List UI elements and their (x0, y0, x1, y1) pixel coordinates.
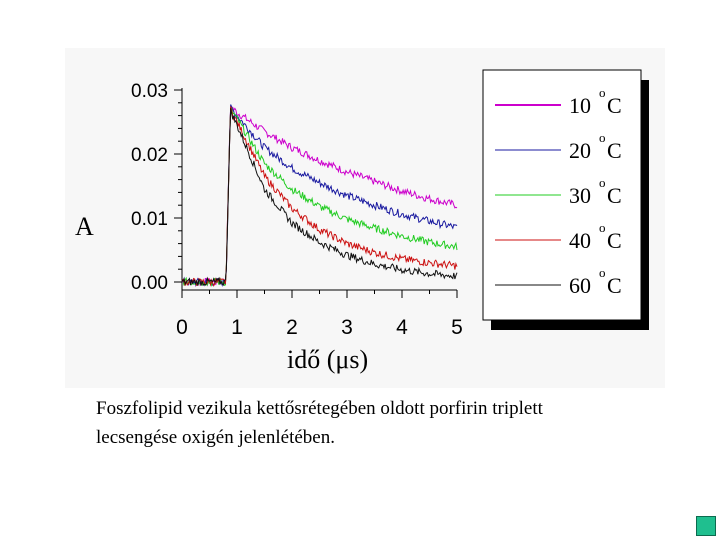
y-tick-label: 0.00 (131, 273, 168, 294)
legend-label: 60 (569, 273, 591, 298)
x-tick-label: 5 (451, 316, 463, 339)
caption-line-2: lecsengése oxigén jelenlétében. (96, 427, 335, 448)
legend-degree: o (599, 130, 606, 145)
legend-unit: C (607, 228, 622, 253)
x-tick-label: 0 (176, 316, 188, 339)
legend-unit: C (607, 183, 622, 208)
next-slide-button[interactable] (696, 516, 716, 536)
legend-degree: o (599, 85, 606, 100)
y-tick-label: 0.01 (131, 209, 168, 230)
x-tick-label: 3 (341, 316, 353, 339)
legend-label: 30 (569, 183, 591, 208)
legend-degree: o (599, 265, 606, 280)
legend-degree: o (599, 175, 606, 190)
caption-line-1: Foszfolipid vezikula kettősrétegében old… (96, 398, 543, 419)
legend-unit: C (607, 273, 622, 298)
y-tick-label: 0.02 (131, 145, 168, 166)
y-axis-label: A (75, 212, 94, 241)
x-axis-label: idő (μs) (287, 345, 368, 374)
series-line-10C (181, 106, 458, 288)
x-tick-label: 1 (231, 316, 243, 339)
legend-unit: C (607, 93, 622, 118)
x-tick-label: 4 (396, 316, 408, 339)
legend-degree: o (599, 220, 606, 235)
legend-label: 10 (569, 93, 591, 118)
figure-caption: Foszfolipid vezikula kettősrétegében old… (96, 394, 696, 452)
legend-label: 20 (569, 138, 591, 163)
legend-label: 40 (569, 228, 591, 253)
legend-unit: C (607, 138, 622, 163)
series-line-60C (181, 108, 458, 286)
y-tick-label: 0.03 (131, 81, 168, 102)
x-tick-label: 2 (286, 316, 298, 339)
